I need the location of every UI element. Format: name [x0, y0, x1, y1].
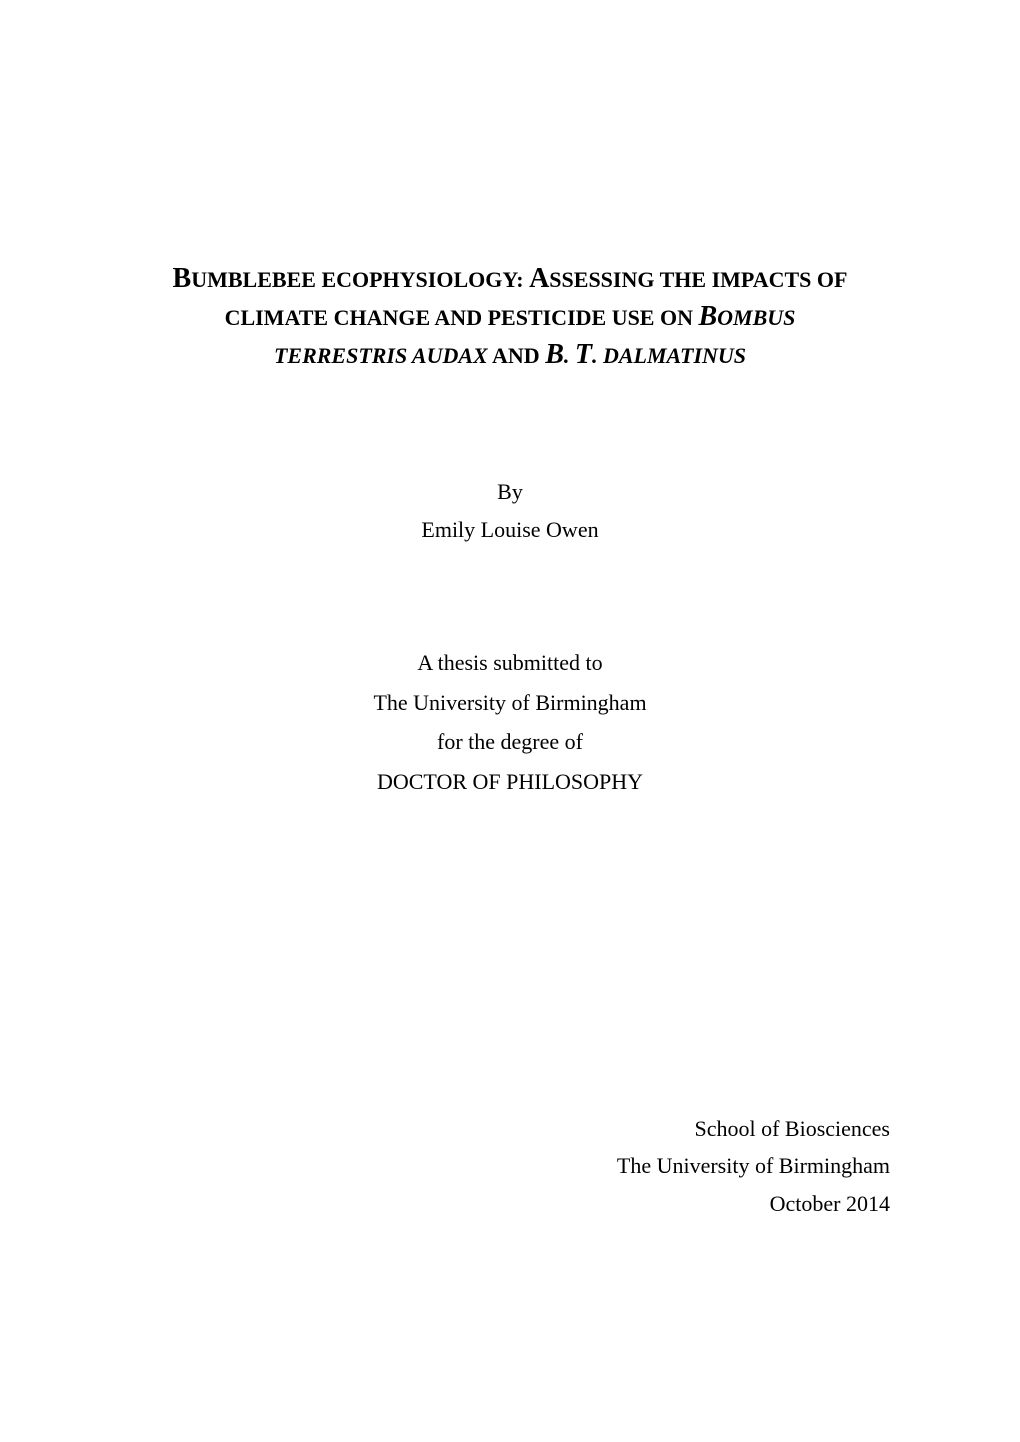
title-word: CLIMATE — [225, 305, 329, 330]
author-name: Emily Louise Owen — [130, 511, 890, 548]
title-line-1: BUMBLEBEE ECOPHYSIOLOGY: ASSESSING THE I… — [130, 260, 890, 298]
title-taxon-abbrev: T — [575, 339, 592, 370]
date: October 2014 — [617, 1185, 890, 1222]
title-word: AND — [492, 343, 540, 368]
title-punct: . — [592, 343, 603, 368]
title-word: AND — [434, 305, 482, 330]
thesis-title: BUMBLEBEE ECOPHYSIOLOGY: ASSESSING THE I… — [130, 260, 890, 373]
thesis-title-page: BUMBLEBEE ECOPHYSIOLOGY: ASSESSING THE I… — [0, 0, 1020, 1442]
title-word: CHANGE — [334, 305, 431, 330]
by-label: By — [130, 473, 890, 510]
submission-line: for the degree of — [130, 722, 890, 762]
school-name: School of Biosciences — [617, 1110, 890, 1147]
title-word: ON — [660, 305, 693, 330]
title-taxon: TERRESTRIS — [274, 343, 407, 368]
title-word: IMPACTS — [712, 267, 812, 292]
submission-line: The University of Birmingham — [130, 683, 890, 723]
title-taxon-abbrev: B — [545, 339, 564, 370]
submission-statement: A thesis submitted to The University of … — [130, 643, 890, 801]
title-punct: . — [564, 343, 575, 368]
title-word: B — [173, 263, 192, 294]
university-name: The University of Birmingham — [617, 1147, 890, 1184]
title-word: PESTICIDE — [488, 305, 607, 330]
title-word: SSESSING — [549, 267, 654, 292]
title-word: OF — [817, 267, 848, 292]
affiliation: School of Biosciences The University of … — [617, 1110, 890, 1222]
submission-line: A thesis submitted to — [130, 643, 890, 683]
title-line-2: CLIMATE CHANGE AND PESTICIDE USE ON BOMB… — [130, 298, 890, 336]
title-taxon: B — [698, 301, 717, 332]
title-word: THE — [660, 267, 706, 292]
title-taxon: DALMATINUS — [603, 343, 746, 368]
title-line-3: TERRESTRIS AUDAX AND B. T. DALMATINUS — [130, 336, 890, 374]
byline: By Emily Louise Owen — [130, 473, 890, 548]
title-punct: : — [516, 267, 529, 292]
title-word: ECOPHYSIOLOGY — [321, 267, 516, 292]
degree-name: DOCTOR OF PHILOSOPHY — [130, 762, 890, 802]
title-word: UMBLEBEE — [191, 267, 316, 292]
title-taxon: AUDAX — [412, 343, 488, 368]
title-taxon: OMBUS — [717, 305, 795, 330]
title-word: A — [529, 263, 549, 294]
title-word: USE — [612, 305, 655, 330]
